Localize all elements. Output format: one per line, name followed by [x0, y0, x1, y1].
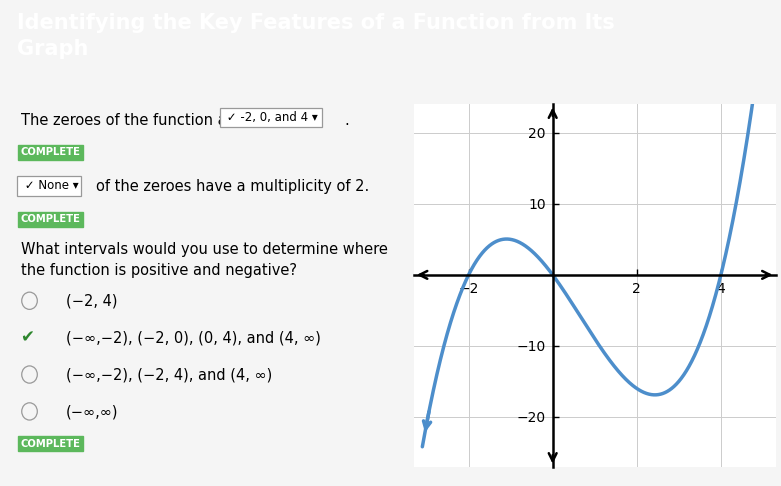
Text: ✔: ✔ — [20, 329, 34, 347]
Text: (−∞,−2), (−2, 0), (0, 4), and (4, ∞): (−∞,−2), (−2, 0), (0, 4), and (4, ∞) — [66, 330, 320, 346]
Text: COMPLETE: COMPLETE — [20, 147, 80, 157]
Text: COMPLETE: COMPLETE — [20, 439, 80, 449]
Text: COMPLETE: COMPLETE — [20, 214, 80, 224]
Text: The zeroes of the function are: The zeroes of the function are — [20, 113, 241, 128]
Text: ✓ -2, 0, and 4 ▾: ✓ -2, 0, and 4 ▾ — [223, 111, 318, 124]
Text: ✓ None ▾: ✓ None ▾ — [20, 179, 78, 192]
Text: Identifying the Key Features of a Function from Its
Graph: Identifying the Key Features of a Functi… — [17, 13, 615, 58]
Text: of the zeroes have a multiplicity of 2.: of the zeroes have a multiplicity of 2. — [96, 179, 369, 194]
Text: What intervals would you use to determine where
the function is positive and neg: What intervals would you use to determin… — [20, 242, 387, 278]
Text: (−∞,−2), (−2, 4), and (4, ∞): (−∞,−2), (−2, 4), and (4, ∞) — [66, 367, 272, 382]
Text: .: . — [344, 113, 349, 128]
Text: (−2, 4): (−2, 4) — [66, 294, 117, 309]
Text: (−∞,∞): (−∞,∞) — [66, 404, 118, 419]
